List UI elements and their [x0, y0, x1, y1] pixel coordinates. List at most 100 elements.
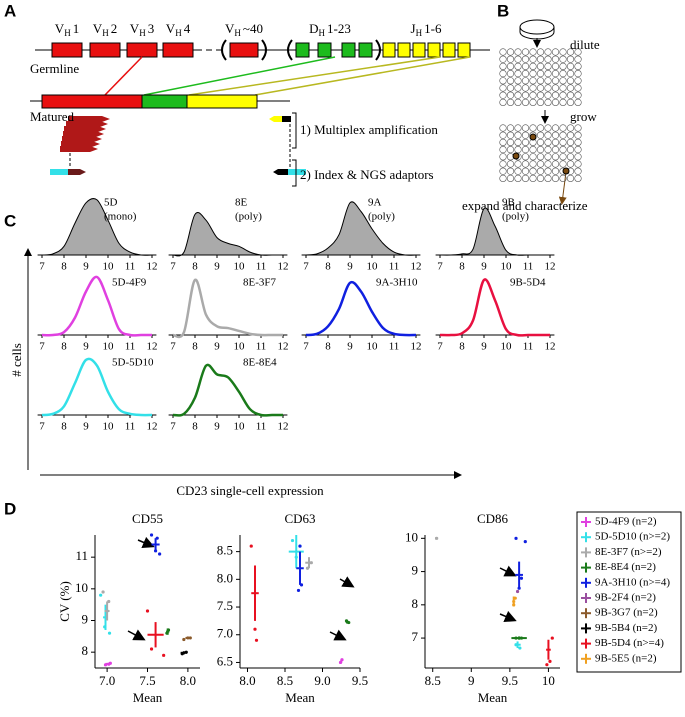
x-tick-label: 12: [411, 261, 422, 273]
germline-diagram: [30, 39, 490, 187]
x-tick-label: 10: [542, 673, 555, 688]
segment-label: VH 3: [130, 21, 154, 38]
x-tick-label: 10: [103, 261, 115, 273]
cloning-step: dilute: [570, 37, 600, 52]
well: [536, 174, 545, 182]
segment-subscript: H: [234, 28, 241, 38]
well: [574, 84, 582, 92]
well: [551, 69, 560, 78]
well: [506, 84, 515, 92]
density-label: 5D-4F9: [112, 277, 147, 289]
well: [559, 69, 567, 78]
density-label: 5D: [104, 197, 118, 209]
segment-label: DH 1-23: [309, 21, 351, 38]
well: [514, 146, 522, 154]
well: [499, 69, 507, 78]
x-tick-label: 12: [278, 341, 289, 353]
point: [298, 544, 302, 548]
point: [519, 576, 524, 580]
segment-subscript: H: [64, 28, 71, 38]
segment-label: JH 1-6: [411, 21, 442, 38]
well: [536, 55, 545, 63]
well: [544, 124, 552, 132]
x-tick-label: 10: [367, 341, 379, 353]
density-label: (poly): [368, 211, 395, 223]
colony: [529, 133, 537, 141]
well: [536, 77, 545, 85]
x-tick-label: 9: [214, 341, 220, 353]
point: [545, 663, 549, 667]
well: [506, 48, 515, 56]
density-curve: [172, 278, 283, 339]
y-tick-label: 8: [82, 643, 89, 658]
x-tick-label: 10: [103, 341, 115, 353]
well: [499, 77, 507, 85]
x-tick-label: 8: [325, 261, 331, 273]
x-tick-label: 12: [147, 421, 158, 433]
segment-symbol: J: [411, 21, 416, 36]
chart-title: CD86: [477, 511, 509, 526]
density-label: (poly): [235, 211, 262, 223]
well: [559, 138, 567, 146]
y-tick-label: 10: [75, 580, 88, 595]
well: [514, 160, 522, 168]
well: [499, 153, 507, 161]
x-tick-label: 7: [39, 341, 45, 353]
x-tick-label: 9: [347, 261, 353, 273]
well: [566, 77, 575, 85]
x-tick-label: 7: [39, 261, 45, 273]
density-curve: [439, 207, 550, 256]
point: [99, 593, 103, 597]
x-tick-label: 10: [234, 421, 246, 433]
point: [162, 653, 166, 657]
well: [521, 138, 530, 146]
germline-label: Germline: [30, 61, 79, 76]
well: [574, 124, 582, 132]
well: [559, 48, 567, 56]
well: [521, 124, 530, 132]
x-tick-label: 12: [278, 421, 289, 433]
well: [536, 91, 545, 99]
x-tick-label: 11: [256, 421, 267, 433]
x-tick-label: 12: [411, 341, 422, 353]
well: [536, 48, 545, 56]
x-tick-label: 10: [103, 421, 115, 433]
y-tick-label: 7: [412, 629, 419, 644]
well: [514, 167, 522, 175]
well: [536, 167, 545, 175]
point: [254, 638, 259, 642]
legend-label: 9B-3G7 (n=2): [595, 607, 658, 619]
density-curve: [305, 201, 417, 256]
well: [506, 69, 515, 78]
density-curve: [41, 357, 153, 417]
well: [529, 91, 537, 99]
well: [499, 138, 507, 146]
legend-label: 9B-2F4 (n=2): [595, 592, 656, 604]
well: [559, 153, 567, 161]
x-tick-label: 10: [367, 261, 379, 273]
well: [574, 153, 582, 161]
x-tick-label: 9.5: [352, 673, 368, 688]
segment-suffix: 4: [184, 21, 191, 36]
point: [253, 627, 257, 631]
well: [551, 167, 560, 175]
segment-symbol: V: [93, 21, 103, 36]
segment-subscript: H: [139, 28, 146, 38]
well: [521, 174, 530, 182]
density-label: (poly): [502, 211, 529, 223]
well: [544, 98, 552, 106]
y-tick-label: 10: [405, 529, 418, 544]
x-tick-label: 9: [214, 261, 220, 273]
well: [521, 153, 530, 161]
y-tick-label: 9: [412, 563, 419, 578]
x-tick-label: 11: [125, 421, 136, 433]
well: [544, 131, 552, 139]
x-tick-label: 11: [523, 261, 534, 273]
well: [551, 160, 560, 168]
well: [574, 167, 582, 175]
x-tick-label: 7: [303, 341, 309, 353]
density-label: 9A: [368, 197, 382, 209]
well: [514, 62, 522, 71]
point: [518, 646, 522, 650]
well: [529, 167, 537, 175]
